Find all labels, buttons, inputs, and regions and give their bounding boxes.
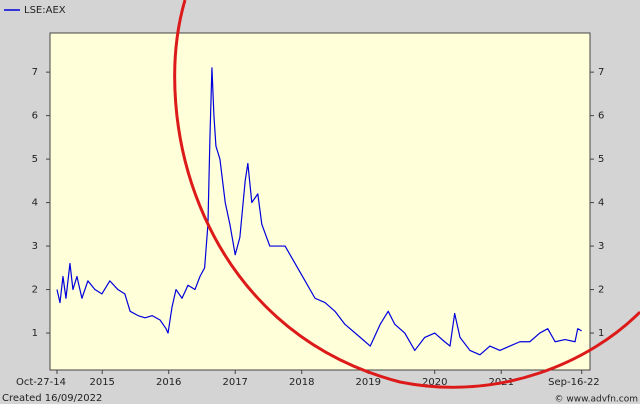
y-tick-label-right: 3 — [598, 241, 604, 252]
x-tick-label: 2019 — [355, 377, 380, 388]
y-tick-label-right: 1 — [598, 328, 604, 339]
plot-area — [49, 32, 591, 371]
x-tick-label: 2015 — [89, 377, 114, 388]
y-tick-label: 1 — [32, 328, 38, 339]
y-tick-label-right: 4 — [598, 198, 604, 209]
y-tick-label: 5 — [32, 154, 38, 165]
x-tick-label: 2018 — [289, 377, 314, 388]
y-tick-label: 3 — [32, 241, 38, 252]
x-tick-label: 2017 — [222, 377, 247, 388]
y-tick-label-right: 2 — [598, 285, 604, 296]
y-tick-label: 7 — [32, 67, 38, 78]
source-note: © www.advfn.com — [555, 395, 639, 404]
x-tick-label: Sep-16-22 — [548, 377, 600, 388]
y-tick-label: 2 — [32, 285, 38, 296]
price-line — [56, 67, 582, 356]
created-note: Created 16/09/2022 — [2, 393, 102, 404]
y-tick-label-right: 6 — [598, 111, 604, 122]
y-tick-label-right: 5 — [598, 154, 604, 165]
annotation-circle — [173, 0, 640, 389]
x-tick-label: 2016 — [156, 377, 181, 388]
y-tick-label: 4 — [32, 198, 38, 209]
x-tick-label: Oct-27-14 — [16, 377, 66, 388]
y-tick-label-right: 7 — [598, 67, 604, 78]
x-tick-label: 2020 — [422, 377, 447, 388]
y-tick-label: 6 — [32, 111, 38, 122]
legend-label: LSE:AEX — [24, 5, 66, 16]
